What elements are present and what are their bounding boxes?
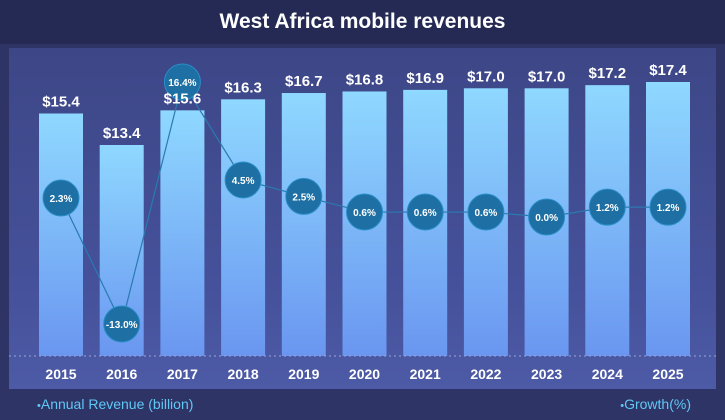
revenue-label-2024: $17.2 — [589, 65, 627, 82]
revenue-bar-2017 — [160, 110, 205, 357]
revenue-label-2023: $17.0 — [528, 68, 566, 85]
growth-label-2025: 1.2% — [657, 203, 680, 214]
x-tick-label-2019: 2019 — [288, 366, 319, 382]
x-tick-label-2022: 2022 — [470, 366, 501, 382]
growth-point-2017 — [163, 63, 201, 101]
revenue-label-2025: $17.4 — [649, 62, 687, 79]
revenue-label-2016: $13.4 — [103, 125, 141, 142]
chart-title: West Africa mobile revenues — [219, 10, 506, 33]
growth-point-2018 — [224, 161, 262, 199]
revenue-bar-2018 — [221, 99, 266, 356]
growth-point-2022 — [467, 193, 505, 231]
growth-point-2023 — [528, 198, 566, 236]
x-tick-label-2024: 2024 — [592, 366, 623, 382]
revenue-label-2019: $16.7 — [285, 73, 323, 90]
legend: •Annual Revenue (billion) •Growth(%) — [0, 392, 725, 420]
legend-revenue: •Annual Revenue (billion) — [37, 396, 194, 412]
growth-label-2015: 2.3% — [50, 194, 73, 205]
x-tick-label-2016: 2016 — [106, 366, 137, 382]
revenue-bar-2019 — [281, 93, 326, 357]
growth-label-2016: -13.0% — [106, 320, 138, 331]
x-tick-label-2023: 2023 — [531, 366, 562, 382]
growth-label-2023: 0.0% — [535, 213, 558, 224]
legend-growth: •Growth(%) — [620, 396, 691, 412]
growth-label-2022: 0.6% — [475, 208, 498, 219]
x-tick-label-2017: 2017 — [167, 366, 198, 382]
growth-label-2020: 0.6% — [353, 208, 376, 219]
x-tick-label-2018: 2018 — [228, 366, 259, 382]
revenue-bar-2015 — [39, 113, 83, 356]
growth-point-2021 — [406, 193, 444, 231]
revenue-label-2022: $17.0 — [467, 68, 505, 85]
revenue-label-2020: $16.8 — [346, 71, 384, 88]
chart-title-bar: West Africa mobile revenues — [0, 0, 725, 44]
growth-point-2025 — [649, 188, 687, 226]
revenue-label-2015: $15.4 — [42, 93, 80, 110]
growth-label-2018: 4.5% — [232, 176, 255, 187]
growth-point-2024 — [588, 188, 626, 226]
x-tick-label-2015: 2015 — [45, 366, 76, 382]
growth-point-2016 — [103, 305, 141, 343]
growth-label-2017: 16.4% — [168, 78, 196, 89]
growth-point-2020 — [346, 193, 383, 231]
revenue-label-2018: $16.3 — [224, 79, 262, 96]
x-tick-label-2020: 2020 — [349, 366, 380, 382]
chart-svg: 2.3% -13.0% 16.4% 4.5% 2.5% 0.6% 0.6% 0.6% 0.0% 1… — [9, 62, 716, 382]
x-tick-label-2025: 2025 — [652, 366, 683, 382]
growth-label-2024: 1.2% — [596, 203, 619, 214]
x-tick-label-2021: 2021 — [410, 366, 441, 382]
growth-point-2019 — [285, 177, 323, 215]
growth-label-2021: 0.6% — [414, 208, 437, 219]
growth-point-2015 — [42, 179, 80, 217]
revenue-label-2017: $15.6 — [164, 90, 202, 107]
growth-label-2019: 2.5% — [292, 192, 315, 203]
revenue-label-2021: $16.9 — [406, 70, 444, 87]
